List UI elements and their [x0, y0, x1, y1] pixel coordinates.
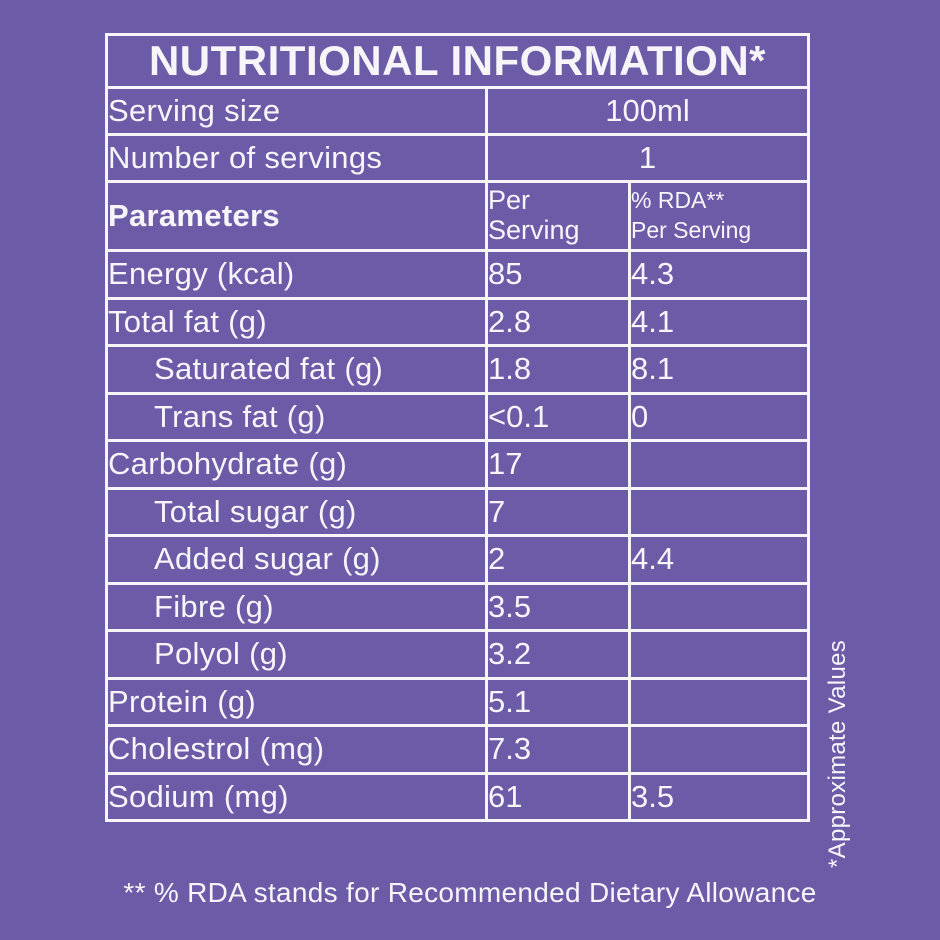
per-serving-value: 3.2 [485, 629, 631, 680]
row-label: Total fat (g) [105, 296, 488, 347]
column-header-row: Parameters Per Serving % RDA** Per Servi… [105, 180, 810, 252]
row-sodium: Sodium (mg) 61 3.5 [105, 771, 810, 822]
rda-value [628, 486, 810, 537]
per-serving-value: 85 [485, 249, 631, 300]
rda-value [628, 629, 810, 680]
number-of-servings-row: Number of servings 1 [105, 133, 810, 183]
title-row: NUTRITIONAL INFORMATION* [105, 33, 810, 89]
per-serving-column-header: Per Serving [485, 180, 631, 252]
per-serving-value: 2.8 [485, 296, 631, 347]
table-title: NUTRITIONAL INFORMATION* [105, 33, 810, 89]
rda-value: 4.4 [628, 534, 810, 585]
number-of-servings-label: Number of servings [105, 133, 488, 183]
number-of-servings-value: 1 [485, 133, 810, 183]
row-label: Cholestrol (mg) [105, 724, 488, 775]
per-serving-value: 5.1 [485, 676, 631, 727]
per-serving-value: 2 [485, 534, 631, 585]
row-cholestrol: Cholestrol (mg) 7.3 [105, 724, 810, 775]
rda-value: 3.5 [628, 771, 810, 822]
per-serving-value: 61 [485, 771, 631, 822]
per-serving-value: 7.3 [485, 724, 631, 775]
per-serving-value: 17 [485, 439, 631, 490]
row-added-sugar: Added sugar (g) 2 4.4 [105, 534, 810, 585]
rda-value: 0 [628, 391, 810, 442]
row-fibre: Fibre (g) 3.5 [105, 581, 810, 632]
row-label: Trans fat (g) [105, 391, 488, 442]
row-label: Saturated fat (g) [105, 344, 488, 395]
serving-size-label: Serving size [105, 86, 488, 136]
row-polyol: Polyol (g) 3.2 [105, 629, 810, 680]
rda-value [628, 581, 810, 632]
parameters-column-header: Parameters [105, 180, 488, 252]
row-total-fat: Total fat (g) 2.8 4.1 [105, 296, 810, 347]
rda-value: 4.1 [628, 296, 810, 347]
row-trans-fat: Trans fat (g) <0.1 0 [105, 391, 810, 442]
rda-value: 8.1 [628, 344, 810, 395]
row-carbohydrate: Carbohydrate (g) 17 [105, 439, 810, 490]
row-label: Total sugar (g) [105, 486, 488, 537]
row-total-sugar: Total sugar (g) 7 [105, 486, 810, 537]
row-label: Polyol (g) [105, 629, 488, 680]
row-label: Energy (kcal) [105, 249, 488, 300]
row-label: Added sugar (g) [105, 534, 488, 585]
nutrition-table: NUTRITIONAL INFORMATION* Serving size 10… [105, 33, 810, 822]
row-saturated-fat: Saturated fat (g) 1.8 8.1 [105, 344, 810, 395]
per-serving-value: 7 [485, 486, 631, 537]
rda-column-header: % RDA** Per Serving [628, 180, 810, 252]
rda-value [628, 439, 810, 490]
rda-value [628, 724, 810, 775]
serving-size-row: Serving size 100ml [105, 86, 810, 136]
rda-definition-footnote: ** % RDA stands for Recommended Dietary … [123, 877, 817, 908]
serving-size-value: 100ml [485, 86, 810, 136]
row-label: Carbohydrate (g) [105, 439, 488, 490]
per-serving-value: 3.5 [485, 581, 631, 632]
row-label: Protein (g) [105, 676, 488, 727]
row-energy: Energy (kcal) 85 4.3 [105, 249, 810, 300]
rda-value: 4.3 [628, 249, 810, 300]
row-label: Fibre (g) [105, 581, 488, 632]
per-serving-value: 1.8 [485, 344, 631, 395]
row-label: Sodium (mg) [105, 771, 488, 822]
row-protein: Protein (g) 5.1 [105, 676, 810, 727]
approximate-values-footnote: *Approximate Values [824, 639, 851, 868]
per-serving-value: <0.1 [485, 391, 631, 442]
rda-value [628, 676, 810, 727]
